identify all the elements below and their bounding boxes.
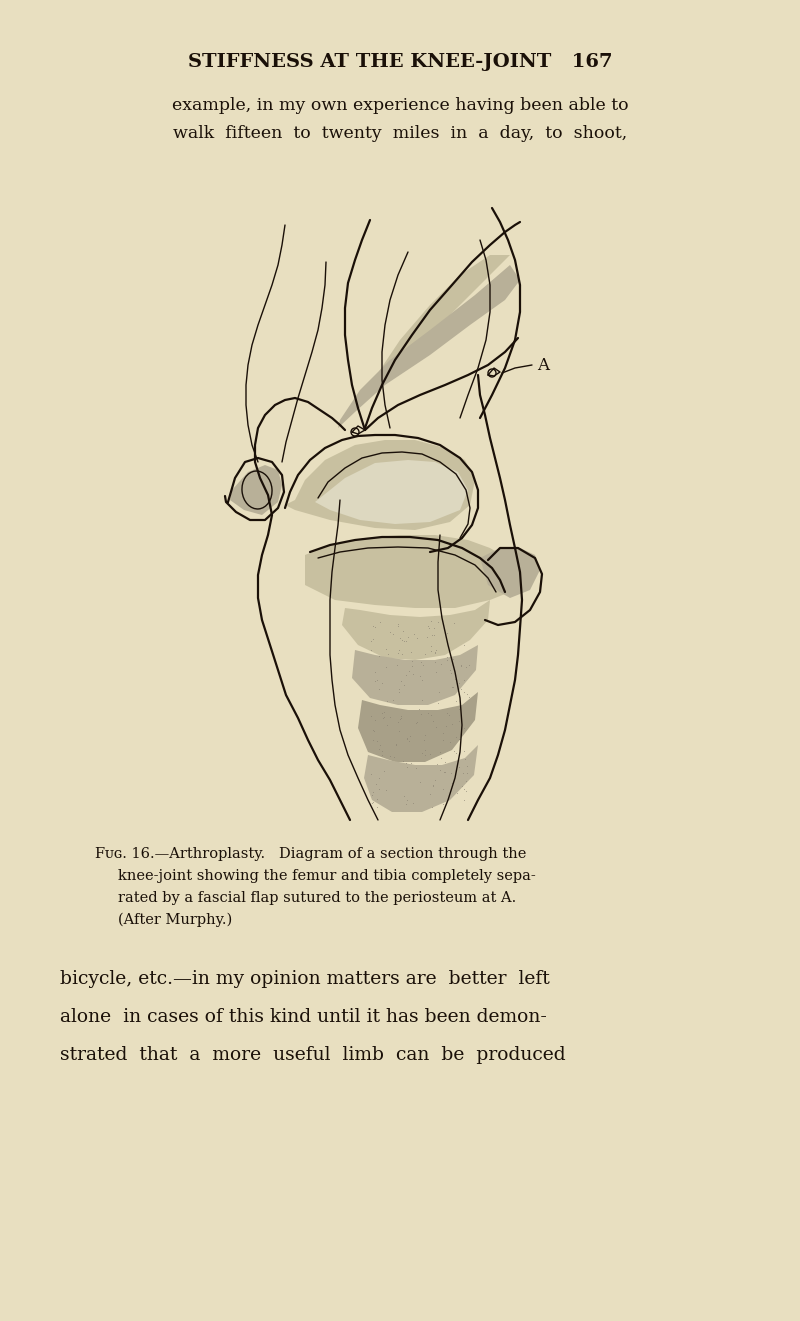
Text: (After Murphy.): (After Murphy.): [118, 913, 232, 927]
Polygon shape: [338, 266, 520, 428]
Polygon shape: [365, 255, 510, 400]
Polygon shape: [352, 645, 478, 705]
Text: walk  fifteen  to  twenty  miles  in  a  day,  to  shoot,: walk fifteen to twenty miles in a day, t…: [173, 124, 627, 141]
Text: A: A: [537, 357, 549, 374]
Polygon shape: [342, 600, 490, 660]
Polygon shape: [305, 535, 520, 608]
Text: example, in my own experience having been able to: example, in my own experience having bee…: [172, 96, 628, 114]
Text: strated  that  a  more  useful  limb  can  be  produced: strated that a more useful limb can be p…: [60, 1046, 566, 1063]
Text: rated by a fascial flap sutured to the periosteum at A.: rated by a fascial flap sutured to the p…: [118, 890, 516, 905]
Polygon shape: [285, 440, 475, 530]
Text: Fᴜɢ. 16.—Arthroplasty.   Diagram of a section through the: Fᴜɢ. 16.—Arthroplasty. Diagram of a sect…: [95, 847, 526, 861]
Polygon shape: [480, 548, 540, 598]
Text: bicycle, etc.—in my opinion matters are  better  left: bicycle, etc.—in my opinion matters are …: [60, 970, 550, 988]
Polygon shape: [358, 692, 478, 762]
Polygon shape: [364, 745, 478, 812]
Text: knee-joint showing the femur and tibia completely sepa-: knee-joint showing the femur and tibia c…: [118, 869, 536, 882]
Polygon shape: [230, 465, 282, 515]
Polygon shape: [315, 460, 468, 524]
Text: STIFFNESS AT THE KNEE-JOINT   167: STIFFNESS AT THE KNEE-JOINT 167: [188, 53, 612, 71]
Text: alone  in cases of this kind until it has been demon-: alone in cases of this kind until it has…: [60, 1008, 547, 1026]
